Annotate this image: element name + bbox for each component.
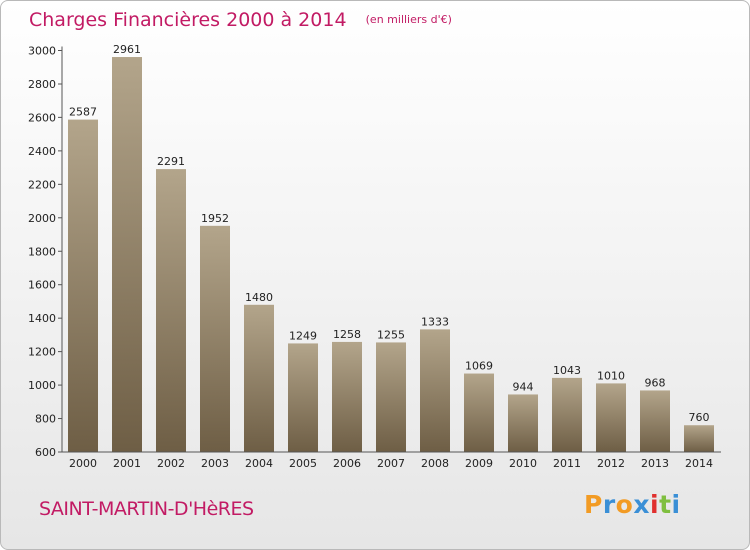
y-tick-label: 1000	[28, 379, 56, 392]
y-tick-label: 1400	[28, 312, 56, 325]
bar-value-label: 2291	[157, 155, 185, 168]
x-tick-label: 2005	[289, 457, 317, 470]
y-tick-label: 2600	[28, 111, 56, 124]
x-tick-label: 2002	[157, 457, 185, 470]
commune-name: SAINT-MARTIN-D'HèRES	[39, 498, 254, 520]
x-tick-label: 2006	[333, 457, 361, 470]
x-tick-label: 2011	[553, 457, 581, 470]
y-tick-label: 1600	[28, 279, 56, 292]
bar	[200, 225, 230, 452]
x-tick-label: 2009	[465, 457, 493, 470]
chart-unit: (en milliers d'€)	[365, 13, 452, 26]
x-tick-label: 2014	[685, 457, 713, 470]
x-tick-label: 2008	[421, 457, 449, 470]
bar-value-label: 1333	[421, 315, 449, 328]
x-tick-label: 2007	[377, 457, 405, 470]
y-tick-label: 2400	[28, 145, 56, 158]
bar-value-label: 944	[513, 380, 534, 393]
y-tick-label: 3000	[28, 45, 56, 58]
proxiti-logo: Proxiti	[584, 490, 681, 519]
bar	[420, 329, 450, 452]
bar-value-label: 1258	[333, 328, 361, 341]
logo-letter: P	[584, 490, 603, 519]
bars: 2587 2961 2291 1952 1480 1249 1258 1255 1333 1069…	[68, 43, 714, 452]
x-tick-label: 2013	[641, 457, 669, 470]
y-tick-label: 1800	[28, 245, 56, 258]
bar-value-label: 1952	[201, 212, 229, 225]
title-row: Charges Financières 2000 à 2014 (en mill…	[29, 9, 452, 31]
bar	[508, 394, 538, 452]
x-tick-label: 2003	[201, 457, 229, 470]
bar	[640, 390, 670, 452]
bar-value-label: 968	[645, 376, 666, 389]
logo-letter: i	[671, 490, 681, 519]
bar-value-label: 1480	[245, 291, 273, 304]
logo-letter: x	[633, 490, 650, 519]
x-tick-label: 2004	[245, 457, 273, 470]
bar-value-label: 1043	[553, 364, 581, 377]
x-tick-label: 2000	[69, 457, 97, 470]
logo-letter: r	[602, 490, 616, 519]
bar-value-label: 1255	[377, 328, 405, 341]
x-tick-label: 2010	[509, 457, 537, 470]
bar	[68, 119, 98, 452]
y-tick-label: 800	[35, 413, 56, 426]
bar	[376, 342, 406, 452]
logo-letter: o	[615, 490, 634, 519]
bar	[288, 343, 318, 452]
bar-value-label: 2961	[113, 43, 141, 56]
chart-title: Charges Financières 2000 à 2014	[29, 9, 347, 31]
y-tick-label: 2800	[28, 78, 56, 91]
bar	[596, 383, 626, 452]
bar	[156, 169, 186, 452]
y-axis: 600 800 1000 1200 1400 1600 1800 2000 2200 2400 26…	[28, 45, 63, 459]
bar	[112, 57, 142, 452]
bar-value-label: 1069	[465, 360, 493, 373]
logo-letter: i	[650, 490, 660, 519]
y-tick-label: 2000	[28, 212, 56, 225]
bar	[552, 377, 582, 452]
logo-letter: t	[659, 490, 672, 519]
bar	[244, 304, 274, 452]
bar	[332, 341, 362, 452]
x-tick-label: 2012	[597, 457, 625, 470]
bar-value-label: 1249	[289, 329, 317, 342]
bar	[464, 373, 494, 452]
bar-value-label: 1010	[597, 369, 625, 382]
y-tick-label: 1200	[28, 346, 56, 359]
y-tick-label: 2200	[28, 178, 56, 191]
bar	[684, 425, 714, 452]
y-tick-label: 600	[35, 446, 56, 459]
x-tick-label: 2001	[113, 457, 141, 470]
bar-value-label: 760	[689, 411, 710, 424]
x-axis: 2000 2001 2002 2003 2004 2005 2006 2007 2008 2009…	[62, 451, 721, 470]
bar-value-label: 2587	[69, 106, 97, 119]
